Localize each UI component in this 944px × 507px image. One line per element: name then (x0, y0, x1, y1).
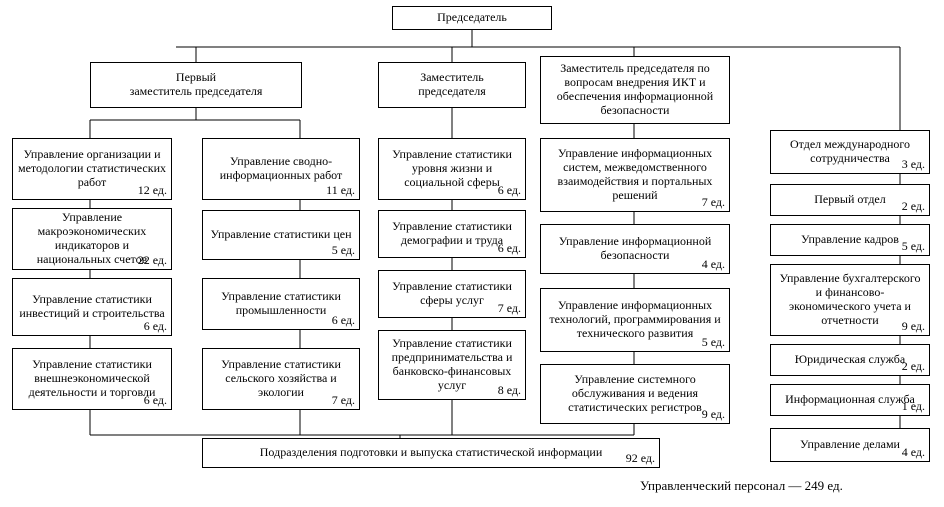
dept-label: Информационная служба (785, 393, 915, 407)
dept-box: Управление статистики сферы услуг 7 ед. (378, 270, 526, 318)
dept-label: Управление системного обслуживания и вед… (545, 373, 725, 414)
deputy-1-box: Первый заместитель председателя (90, 62, 302, 108)
dept-box: Управление бухгалтерского и финансово-эк… (770, 264, 930, 336)
dept-box: Управление статистики сельского хозяйств… (202, 348, 360, 410)
dept-box: Управление статистики внешнеэкономическо… (12, 348, 172, 410)
dept-count: 1 ед. (902, 400, 925, 414)
dept-count: 9 ед. (702, 408, 725, 422)
dept-box: Юридическая служба 2 ед. (770, 344, 930, 376)
deputy-2-box: Заместитель председателя (378, 62, 526, 108)
dept-count: 6 ед. (498, 184, 521, 198)
dept-label: Управление сводно-информационных работ (207, 155, 355, 183)
dept-label: Управление статистики цен (211, 228, 352, 242)
dept-count: 5 ед. (702, 336, 725, 350)
dept-box: Управление статистики цен 5 ед. (202, 210, 360, 260)
dept-box: Управление статистики предпринимательств… (378, 330, 526, 400)
bottom-dept-box: Подразделения подготовки и выпуска стати… (202, 438, 660, 468)
dept-count: 2 ед. (902, 360, 925, 374)
dept-box: Информационная служба 1 ед. (770, 384, 930, 416)
dept-box: Управление делами 4 ед. (770, 428, 930, 462)
dept-count: 4 ед. (902, 446, 925, 460)
dept-box: Управление макроэкономических индикаторо… (12, 208, 172, 270)
dept-count: 6 ед. (144, 320, 167, 334)
dept-count: 6 ед. (144, 394, 167, 408)
dept-box: Управление статистики инвестиций и строи… (12, 278, 172, 336)
dept-count: 7 ед. (332, 394, 355, 408)
dept-count: 12 ед. (138, 184, 167, 198)
dept-label: Юридическая служба (795, 353, 905, 367)
dept-count: 9 ед. (902, 320, 925, 334)
dept-count: 7 ед. (498, 302, 521, 316)
dept-count: 2 ед. (902, 200, 925, 214)
deputy-1-label: Первый заместитель председателя (130, 71, 263, 99)
dept-box: Управление информационных систем, межвед… (540, 138, 730, 212)
dept-count: 5 ед. (332, 244, 355, 258)
dept-count: 11 ед. (326, 184, 355, 198)
dept-label: Первый отдел (814, 193, 886, 207)
dept-count: 3 ед. (902, 158, 925, 172)
dept-count: 22 ед. (138, 254, 167, 268)
dept-box: Управление системного обслуживания и вед… (540, 364, 730, 424)
footer-total-label: Управленческий персонал — 249 ед. (640, 478, 843, 493)
dept-label: Управление статистики инвестиций и строи… (17, 293, 167, 321)
chairman-label: Председатель (437, 11, 507, 25)
dept-box: Управление статистики промышленности 6 е… (202, 278, 360, 330)
dept-count: 6 ед. (332, 314, 355, 328)
deputy-2-label: Заместитель председателя (418, 71, 486, 99)
dept-box: Управление кадров 5 ед. (770, 224, 930, 256)
dept-count: 8 ед. (498, 384, 521, 398)
dept-box: Управление сводно-информационных работ 1… (202, 138, 360, 200)
bottom-dept-label: Подразделения подготовки и выпуска стати… (260, 446, 602, 460)
dept-box: Управление статистики демографии и труда… (378, 210, 526, 258)
dept-label: Управление кадров (801, 233, 899, 247)
dept-box: Управление информационной безопасности 4… (540, 224, 730, 274)
chairman-box: Председатель (392, 6, 552, 30)
dept-box: Управление организации и методологии ста… (12, 138, 172, 200)
dept-label: Управление информационных систем, межвед… (545, 147, 725, 202)
bottom-dept-count: 92 ед. (626, 452, 655, 466)
dept-count: 5 ед. (902, 240, 925, 254)
dept-label: Управление делами (800, 438, 900, 452)
footer-total: Управленческий персонал — 249 ед. (640, 478, 843, 494)
deputy-3-label: Заместитель председателя по вопросам вне… (545, 62, 725, 117)
dept-count: 6 ед. (498, 242, 521, 256)
deputy-3-box: Заместитель председателя по вопросам вне… (540, 56, 730, 124)
dept-box: Первый отдел 2 ед. (770, 184, 930, 216)
dept-box: Управление информационных технологий, пр… (540, 288, 730, 352)
dept-label: Управление информационной безопасности (545, 235, 725, 263)
dept-box: Управление статистики уровня жизни и соц… (378, 138, 526, 200)
dept-count: 4 ед. (702, 258, 725, 272)
dept-label: Управление информационных технологий, пр… (545, 299, 725, 340)
dept-box: Отдел международного сотрудничества 3 ед… (770, 130, 930, 174)
dept-count: 7 ед. (702, 196, 725, 210)
